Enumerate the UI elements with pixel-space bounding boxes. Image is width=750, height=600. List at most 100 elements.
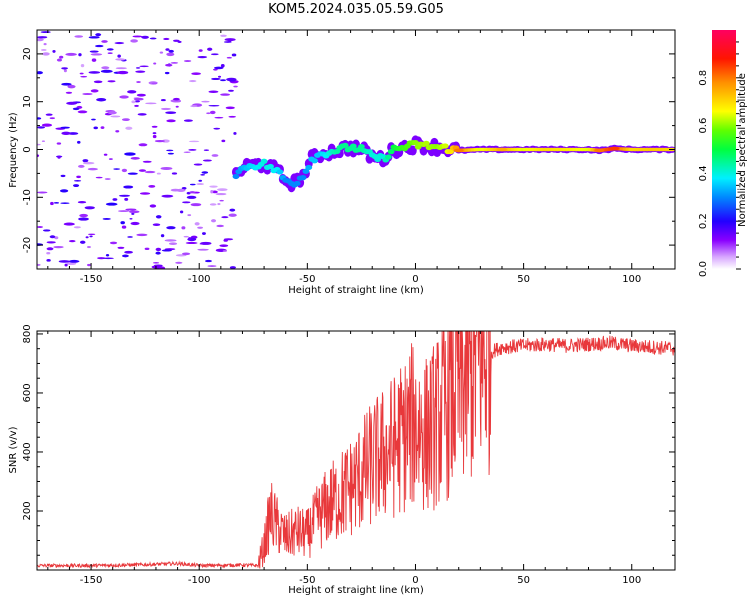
noise-speckle xyxy=(221,139,226,143)
noise-speckle xyxy=(189,183,196,186)
noise-speckle xyxy=(196,183,205,186)
noise-speckle xyxy=(78,53,82,57)
signal-core xyxy=(260,158,268,164)
noise-speckle xyxy=(59,55,64,59)
noise-speckle xyxy=(125,126,133,130)
noise-speckle xyxy=(219,199,224,202)
noise-speckle xyxy=(183,235,189,238)
noise-speckle xyxy=(91,118,96,121)
noise-speckle xyxy=(100,126,105,129)
noise-speckle xyxy=(73,180,82,182)
spectrogram-y-label: Frequency (Hz) xyxy=(8,112,19,188)
noise-speckle xyxy=(109,241,118,245)
noise-speckle xyxy=(193,163,203,166)
signal-peak xyxy=(453,148,464,153)
noise-speckle xyxy=(170,62,179,64)
noise-speckle xyxy=(186,195,197,199)
noise-speckle xyxy=(182,201,191,204)
noise-speckle xyxy=(49,117,55,120)
noise-speckle xyxy=(166,119,176,123)
noise-speckle xyxy=(181,226,186,230)
noise-speckle xyxy=(132,35,143,38)
noise-speckle xyxy=(209,110,216,115)
noise-speckle xyxy=(76,175,81,179)
noise-speckle xyxy=(201,100,210,103)
noise-speckle xyxy=(142,160,152,163)
signal-core xyxy=(441,143,449,149)
noise-speckle xyxy=(41,123,53,127)
noise-speckle xyxy=(127,172,138,175)
noise-speckle xyxy=(37,263,41,266)
noise-speckle xyxy=(190,105,198,108)
noise-speckle xyxy=(152,134,157,139)
noise-speckle xyxy=(211,154,219,157)
colorbar-gradient xyxy=(712,30,736,269)
noise-speckle xyxy=(72,107,80,111)
noise-speckle xyxy=(46,259,51,262)
noise-speckle xyxy=(67,84,76,89)
spectrogram-x-label: Height of straight line (km) xyxy=(288,285,424,296)
noise-speckle xyxy=(217,202,221,206)
noise-speckle xyxy=(110,115,121,118)
noise-speckle xyxy=(141,35,149,39)
noise-speckle xyxy=(206,112,211,115)
noise-speckle xyxy=(79,213,88,218)
noise-speckle xyxy=(117,246,125,249)
noise-speckle xyxy=(170,188,181,192)
noise-speckle xyxy=(210,53,219,56)
signal-core xyxy=(232,173,240,180)
noise-speckle xyxy=(223,41,232,43)
noise-speckle xyxy=(97,257,106,260)
colorbar-ticks: 0.0 0.2 0.4 0.6 0.8 xyxy=(698,41,741,277)
noise-speckle xyxy=(53,202,60,204)
noise-speckle xyxy=(165,63,173,67)
noise-speckle xyxy=(93,126,98,130)
noise-speckle xyxy=(223,239,228,242)
x-tick-label: 100 xyxy=(622,274,641,285)
noise-speckle xyxy=(179,210,184,214)
x-tick-label: 50 xyxy=(517,575,530,586)
noise-speckle xyxy=(123,185,134,189)
noise-speckle xyxy=(72,184,80,187)
noise-speckle xyxy=(87,263,91,267)
noise-speckle xyxy=(181,186,187,190)
noise-speckle xyxy=(160,166,173,171)
signal-peak xyxy=(594,148,605,153)
noise-speckle xyxy=(94,44,104,48)
noise-speckle xyxy=(135,70,146,73)
noise-speckle xyxy=(200,173,206,176)
noise-speckle xyxy=(134,100,141,103)
noise-speckle xyxy=(233,132,237,135)
noise-speckle xyxy=(200,241,212,245)
noise-speckle xyxy=(64,263,68,267)
noise-speckle xyxy=(115,58,126,61)
signal-peak xyxy=(609,146,620,151)
noise-speckle xyxy=(130,156,140,160)
noise-speckle xyxy=(112,198,118,201)
noise-speckle xyxy=(227,38,232,42)
noise-speckle xyxy=(161,139,170,143)
signal-core xyxy=(276,169,284,175)
noise-speckle xyxy=(46,241,56,244)
noise-speckle xyxy=(188,148,197,151)
signal-core xyxy=(293,180,301,186)
noise-speckle xyxy=(152,132,157,135)
noise-speckle xyxy=(124,152,136,156)
colorbar: 0.0 0.2 0.4 0.6 0.8 Normalized spectral ampl… xyxy=(698,30,748,277)
noise-speckle xyxy=(89,50,99,53)
noise-speckle xyxy=(106,48,114,51)
x-tick-label: -150 xyxy=(80,575,103,586)
noise-speckle xyxy=(63,69,67,73)
noise-speckle xyxy=(108,158,113,160)
signal-halo xyxy=(408,145,417,156)
noise-speckle xyxy=(160,234,165,238)
noise-speckle xyxy=(164,239,177,242)
noise-speckle xyxy=(194,222,200,226)
signal-core xyxy=(299,175,307,181)
noise-speckle xyxy=(213,127,221,130)
noise-speckle xyxy=(56,58,63,62)
noise-speckle xyxy=(201,171,209,174)
signal-core xyxy=(387,149,395,155)
snr-series-line xyxy=(37,331,675,569)
noise-speckle xyxy=(115,130,120,133)
